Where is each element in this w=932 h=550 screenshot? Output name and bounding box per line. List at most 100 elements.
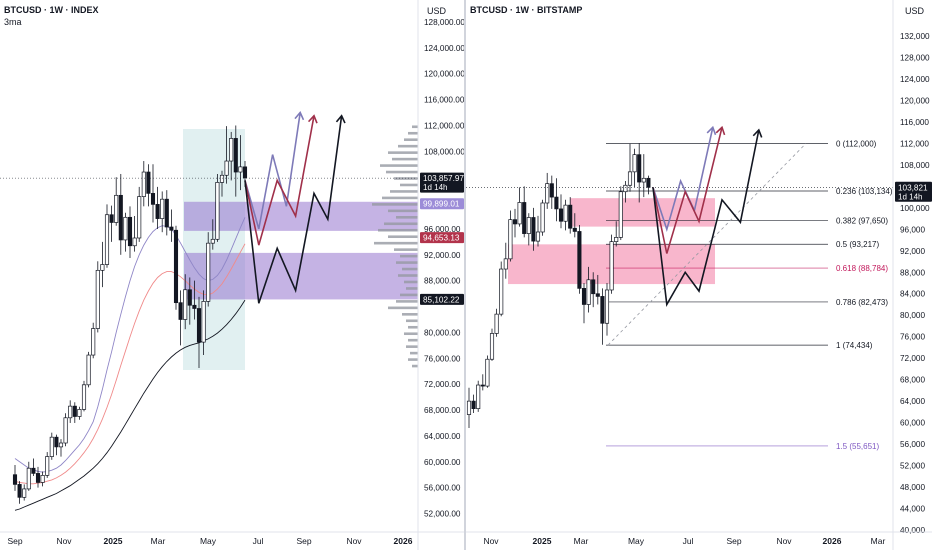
x-tick-label: Mar [574, 536, 589, 546]
volume-profile-bar [398, 144, 418, 148]
x-tick-label: Jul [683, 536, 694, 546]
candle-body [206, 242, 211, 302]
left-indicator-label[interactable]: 3ma [4, 17, 22, 27]
left-chart-canvas[interactable]: 128,000.00 124,000.00 120,000.00 116,000.00… [0, 0, 464, 550]
y-tick-label: 60,000.00 [424, 458, 461, 467]
y-tick-label: 56,000 [900, 440, 925, 449]
x-tick-label: Nov [776, 536, 792, 546]
x-tick-label: Mar [151, 536, 166, 546]
volume-profile-bar [388, 235, 418, 239]
projection-path-0 [652, 127, 714, 233]
y-tick-label: 120,000 [900, 96, 930, 105]
candle-body [183, 289, 188, 320]
y-tick-label: 76,000 [900, 333, 925, 342]
candle-body [49, 436, 54, 457]
y-tick-label: 52,000 [900, 462, 925, 471]
volume-profile-bar [408, 325, 418, 329]
candle-body [91, 328, 96, 356]
candle-body [127, 216, 133, 247]
x-tick-label: Sep [7, 536, 22, 546]
price-axis-background [418, 0, 464, 550]
fib-level-label: 0 (112,000) [836, 139, 877, 148]
price-tag-label: 103,821 [898, 183, 928, 192]
candle-body [100, 264, 105, 271]
candle-body [591, 279, 596, 295]
candle-body [192, 304, 197, 309]
projection-path-2 [244, 115, 343, 304]
volume-profile-bar [408, 131, 418, 135]
candle-body [81, 384, 87, 410]
chart-pane-left[interactable]: 128,000.00 124,000.00 120,000.00 116,000.00… [0, 0, 464, 550]
volume-profile-bar [404, 332, 418, 336]
candle-body [173, 229, 179, 304]
candle-body [586, 279, 591, 305]
fib-level-label: 0.236 (103,134) [836, 187, 893, 196]
y-tick-label: 88,000.00 [424, 277, 461, 286]
candle-body [132, 237, 137, 247]
right-chart-canvas[interactable]: 0 (112,000) 0.236 (103,134) 0.382 (97,650)… [466, 0, 932, 550]
volume-profile-bar [406, 345, 418, 348]
volume-profile-bar [380, 164, 418, 167]
candle-body [215, 182, 220, 240]
price-tag-label: 85,102.22 [423, 295, 460, 304]
right-chart-title: BTCUSD · 1W · BITSTAMP [470, 5, 583, 15]
candle-body [480, 384, 485, 387]
fib-level-label: 0.618 (88,784) [836, 264, 888, 273]
price-tag-label: 99,899.01 [423, 200, 460, 209]
candle-body [558, 208, 564, 222]
right-currency-label[interactable]: USD [905, 6, 925, 16]
candle-body [540, 202, 545, 233]
volume-profile-bar [408, 358, 418, 361]
volume-profile-bar [394, 248, 418, 251]
x-tick-label: Nov [483, 536, 499, 546]
candle-body [12, 474, 18, 485]
candle-body [58, 442, 64, 448]
candle-body [54, 436, 59, 448]
y-tick-label: 100,000 [900, 204, 930, 213]
candle-body [229, 138, 234, 162]
candle-body [627, 171, 633, 186]
candle-body [577, 231, 582, 289]
volume-profile-bar [392, 157, 418, 161]
pane-divider[interactable] [464, 0, 466, 550]
candle-body [476, 384, 481, 409]
volume-profile-bar [386, 170, 418, 174]
candle-body [545, 183, 550, 204]
candle-body [123, 216, 128, 241]
candle-body [68, 405, 73, 419]
volume-profile-bar [406, 287, 418, 290]
fib-level-label: 1.5 (55,651) [836, 442, 879, 451]
y-tick-label: 52,000.00 [424, 510, 461, 519]
candle-body [178, 302, 183, 320]
candle-body [104, 214, 110, 265]
candle-body [95, 269, 100, 329]
y-tick-label: 116,000 [900, 118, 929, 127]
candle-body [471, 400, 476, 409]
candle-body [150, 193, 156, 205]
y-tick-label: 68,000.00 [424, 406, 461, 415]
y-tick-label: 72,000 [900, 354, 925, 363]
volume-profile-bar [400, 254, 418, 258]
volume-profile-bar [412, 364, 418, 368]
price-tag-bg [420, 293, 464, 305]
y-tick-label: 64,000 [900, 397, 925, 406]
moving-average-line-ma3 [14, 299, 246, 511]
candle-body [517, 202, 522, 225]
projection-path-1 [244, 115, 315, 246]
left-currency-label[interactable]: USD [427, 6, 447, 16]
price-tag-bg [420, 172, 464, 193]
candle-body [637, 154, 642, 183]
candle-body [568, 204, 573, 229]
candle-body [503, 258, 508, 270]
candle-body [155, 204, 160, 219]
chart-pane-right[interactable]: 0 (112,000) 0.236 (103,134) 0.382 (97,650)… [466, 0, 932, 550]
y-tick-label: 68,000 [900, 376, 925, 385]
y-tick-label: 56,000.00 [424, 484, 461, 493]
candle-body [609, 241, 614, 291]
candle-body [522, 202, 527, 234]
projection-path-1 [652, 127, 723, 254]
candle-body [86, 354, 91, 386]
projection-arrowhead-0 [706, 125, 717, 136]
y-tick-label: 96,000.00 [424, 225, 461, 234]
candle-body [77, 409, 82, 417]
